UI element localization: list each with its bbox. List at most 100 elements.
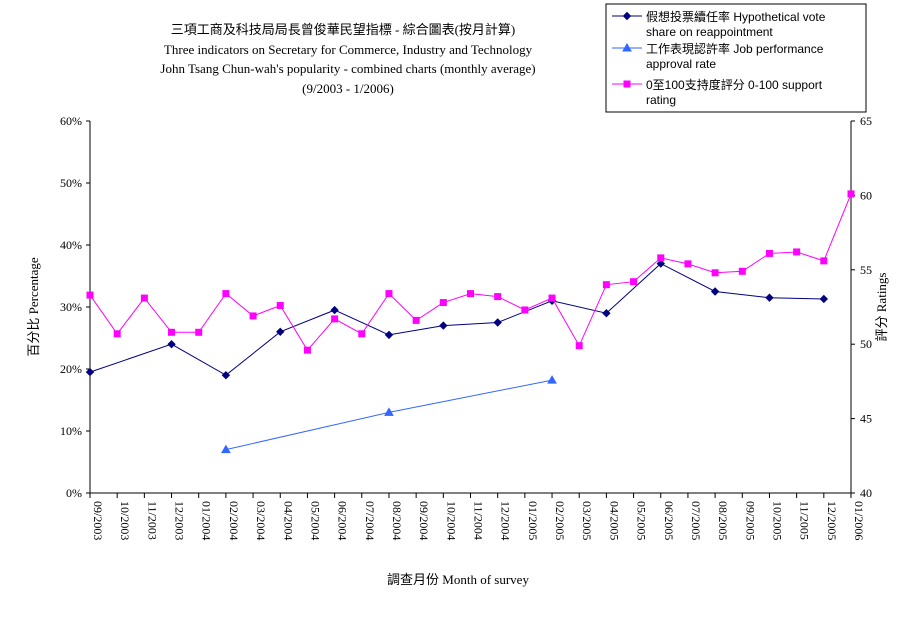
y-right-tick-label: 40 bbox=[860, 486, 872, 500]
data-point-2 bbox=[358, 330, 366, 338]
data-point-2 bbox=[630, 278, 638, 286]
data-point-2 bbox=[86, 291, 94, 299]
chart-title-line-zh: 三項工商及科技局局長曾俊華民望指標 - 綜合圖表(按月計算) bbox=[171, 22, 516, 37]
x-tick-label: 10/2004 bbox=[444, 501, 458, 540]
data-point-2 bbox=[303, 346, 311, 354]
x-tick-label: 10/2005 bbox=[770, 501, 784, 540]
chart-title: 三項工商及科技局局長曾俊華民望指標 - 綜合圖表(按月計算) Three ind… bbox=[160, 22, 535, 96]
y-right-tick-label: 45 bbox=[860, 412, 872, 426]
data-point-2 bbox=[793, 248, 801, 256]
data-point-0 bbox=[384, 330, 394, 340]
data-point-2 bbox=[168, 328, 176, 336]
data-point-2 bbox=[113, 330, 121, 338]
x-tick-label: 11/2004 bbox=[472, 501, 486, 540]
x-tick-label: 11/2003 bbox=[145, 501, 159, 540]
data-point-2 bbox=[738, 267, 746, 275]
x-tick-label: 11/2005 bbox=[798, 501, 812, 540]
legend-box bbox=[605, 3, 867, 113]
legend-label-0: share on reappointment bbox=[646, 25, 773, 39]
x-tick-label: 10/2003 bbox=[118, 501, 132, 540]
legend-label-2: 0至100支持度評分 0-100 support bbox=[646, 77, 823, 92]
plot-area bbox=[85, 190, 855, 454]
x-tick-label: 12/2003 bbox=[173, 501, 187, 540]
data-point-2 bbox=[847, 190, 855, 198]
legend-label-1: approval rate bbox=[646, 57, 716, 71]
x-tick-label: 08/2004 bbox=[390, 501, 404, 540]
data-point-1 bbox=[221, 444, 231, 454]
y-left-tick-label: 60% bbox=[60, 114, 82, 128]
data-point-0 bbox=[493, 318, 502, 327]
series-line-0 bbox=[89, 262, 824, 376]
x-tick-label: 04/2004 bbox=[281, 501, 295, 540]
legend-label-2: rating bbox=[646, 93, 676, 107]
x-tick-label: 03/2005 bbox=[580, 501, 594, 540]
data-point-2 bbox=[385, 290, 393, 298]
data-point-2 bbox=[195, 328, 203, 336]
chart-title-line-2: John Tsang Chun-wah's popularity - combi… bbox=[160, 61, 535, 76]
x-tick-label: 02/2004 bbox=[227, 501, 241, 540]
y-right-tick-label: 60 bbox=[860, 188, 872, 202]
x-tick-label: 04/2005 bbox=[607, 501, 621, 540]
legend-swatch-marker-2 bbox=[623, 80, 631, 88]
data-point-2 bbox=[711, 269, 719, 277]
x-tick-label: 07/2005 bbox=[689, 501, 703, 540]
y-left-tick-label: 40% bbox=[60, 238, 82, 252]
series-line-2 bbox=[89, 193, 852, 351]
data-point-2 bbox=[276, 302, 284, 310]
x-tick-label: 07/2004 bbox=[363, 501, 377, 540]
y-left-tick-label: 10% bbox=[60, 424, 82, 438]
data-point-2 bbox=[140, 294, 148, 302]
y-right-tick-label: 55 bbox=[860, 263, 872, 277]
x-tick-label: 01/2004 bbox=[200, 501, 214, 540]
y-axis-right-title: 評分 Ratings bbox=[874, 273, 889, 342]
legend-swatch-marker-0 bbox=[622, 11, 632, 21]
y-right-tick-label: 50 bbox=[860, 337, 872, 351]
data-point-2 bbox=[222, 290, 230, 298]
x-tick-label: 01/2005 bbox=[526, 501, 540, 540]
legend-label-1: 工作表現認許率 Job performance bbox=[646, 41, 824, 56]
data-point-1 bbox=[384, 407, 394, 416]
x-tick-label: 05/2004 bbox=[308, 501, 322, 540]
y-left-tick-label: 30% bbox=[60, 300, 82, 314]
data-point-2 bbox=[548, 294, 556, 302]
x-tick-label: 09/2003 bbox=[91, 501, 105, 540]
data-point-2 bbox=[467, 290, 474, 298]
data-point-2 bbox=[575, 342, 583, 350]
data-point-2 bbox=[439, 299, 447, 307]
data-point-2 bbox=[249, 312, 257, 320]
x-tick-label: 05/2005 bbox=[635, 501, 649, 540]
x-tick-label: 09/2005 bbox=[743, 501, 757, 540]
x-tick-label: 01/2006 bbox=[852, 501, 866, 540]
x-tick-label: 03/2004 bbox=[254, 501, 268, 540]
y-left-tick-label: 20% bbox=[60, 362, 82, 376]
legend-label-0: 假想投票續任率 Hypothetical vote bbox=[646, 9, 826, 24]
data-point-2 bbox=[331, 315, 339, 323]
data-point-0 bbox=[85, 367, 95, 377]
chart-subtitle: (9/2003 - 1/2006) bbox=[302, 81, 394, 96]
data-point-1 bbox=[547, 375, 557, 384]
data-point-0 bbox=[276, 327, 285, 337]
x-tick-label: 12/2005 bbox=[825, 501, 839, 540]
x-tick-label: 08/2005 bbox=[716, 501, 730, 540]
data-point-2 bbox=[765, 249, 773, 257]
data-point-0 bbox=[819, 294, 829, 304]
data-point-2 bbox=[820, 257, 828, 265]
data-point-0 bbox=[602, 308, 611, 318]
data-point-0 bbox=[167, 339, 176, 349]
data-point-0 bbox=[765, 293, 774, 302]
x-axis-title: 調查月份 Month of survey bbox=[387, 572, 529, 587]
x-tick-label: 09/2004 bbox=[417, 501, 431, 540]
data-point-2 bbox=[684, 260, 692, 268]
chart-title-line-1: Three indicators on Secretary for Commer… bbox=[164, 42, 533, 57]
y-axis-left-title: 百分比 Percentage bbox=[26, 257, 41, 357]
x-tick-label: 06/2004 bbox=[336, 501, 350, 540]
data-point-2 bbox=[412, 316, 420, 324]
data-point-0 bbox=[710, 287, 720, 296]
y-right-tick-label: 65 bbox=[860, 114, 872, 128]
legend-swatch-marker-1 bbox=[622, 42, 632, 52]
y-left-tick-label: 50% bbox=[60, 176, 82, 190]
data-point-0 bbox=[656, 259, 665, 268]
data-point-0 bbox=[330, 305, 339, 315]
